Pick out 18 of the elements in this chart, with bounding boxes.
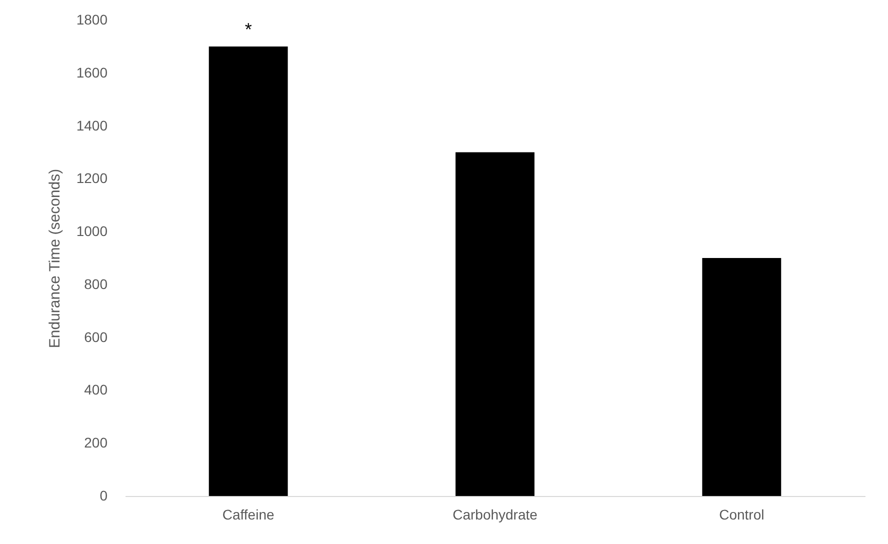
y-tick-label: 800 xyxy=(84,276,108,292)
bar xyxy=(702,258,782,496)
y-tick-label: 1600 xyxy=(76,64,108,80)
y-tick-label: 1000 xyxy=(76,223,108,240)
x-tick-label: Control xyxy=(719,506,764,522)
annotation: * xyxy=(244,19,252,40)
y-tick-label: 400 xyxy=(84,382,108,398)
y-tick-label: 600 xyxy=(84,328,108,345)
y-tick-label: 1400 xyxy=(76,117,108,134)
y-tick-label: 0 xyxy=(100,488,108,504)
x-tick-label: Caffeine xyxy=(222,506,274,522)
bar xyxy=(208,46,288,496)
y-axis-title: Endurance Time (seconds) xyxy=(46,168,64,348)
y-tick-label: 1800 xyxy=(76,12,108,28)
x-tick-label: Carbohydrate xyxy=(452,506,538,522)
bar xyxy=(456,152,534,496)
y-tick-label: 1200 xyxy=(76,170,108,186)
y-tick-label: 200 xyxy=(84,434,108,451)
